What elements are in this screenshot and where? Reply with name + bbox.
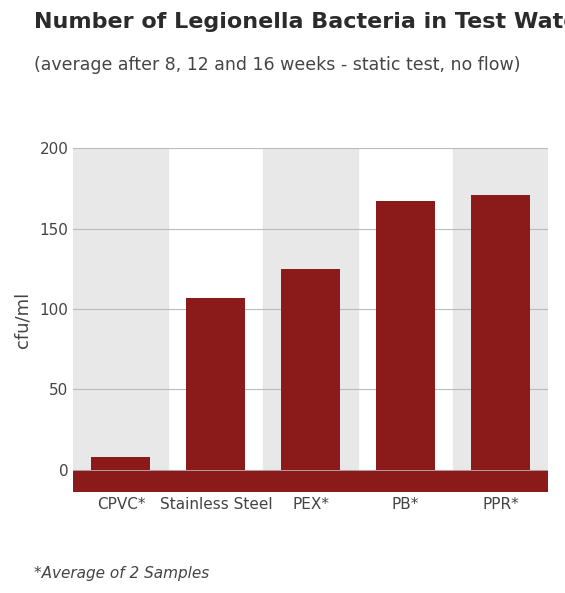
Bar xyxy=(73,471,548,492)
Bar xyxy=(186,298,245,470)
Text: *Average of 2 Samples: *Average of 2 Samples xyxy=(34,566,209,581)
Bar xyxy=(281,269,340,470)
Bar xyxy=(73,148,168,492)
Y-axis label: cfu/ml: cfu/ml xyxy=(14,292,32,348)
Bar xyxy=(453,148,548,492)
Text: Number of Legionella Bacteria in Test Water: Number of Legionella Bacteria in Test Wa… xyxy=(34,12,565,32)
Bar xyxy=(263,148,358,492)
Bar xyxy=(471,195,530,470)
Bar xyxy=(92,457,150,470)
Text: (average after 8, 12 and 16 weeks - static test, no flow): (average after 8, 12 and 16 weeks - stat… xyxy=(34,56,520,74)
Bar xyxy=(376,201,435,470)
